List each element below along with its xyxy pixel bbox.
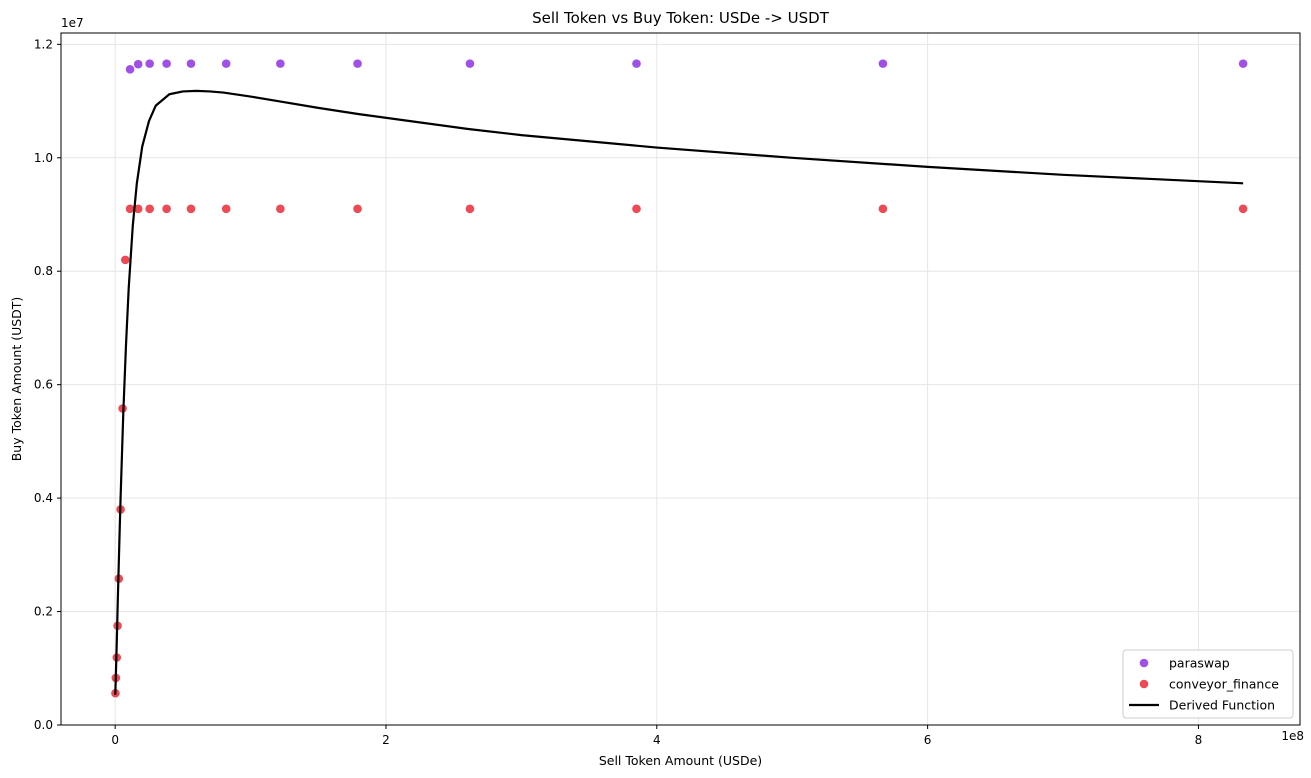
- y-tick-label: 0.4: [34, 491, 53, 505]
- conveyor-finance-point: [465, 204, 475, 214]
- x-axis-title: Sell Token Amount (USDe): [599, 753, 762, 768]
- paraswap-point: [878, 59, 888, 68]
- y-tick-label: 1.2: [34, 37, 53, 51]
- legend-marker-swatch: [1139, 679, 1149, 689]
- conveyor-finance-point: [145, 204, 154, 214]
- axis-ticks: 0 2 4 6 8 0.0 0.2 0.4 0.6 0.8 1.0 1.2: [34, 37, 1202, 747]
- paraswap-point: [145, 59, 154, 68]
- y-axis-offset-label: 1e7: [61, 16, 84, 30]
- paraswap-point: [353, 59, 362, 68]
- conveyor-finance-point: [186, 204, 196, 214]
- paraswap-point: [125, 65, 135, 74]
- plot-series: [111, 59, 1248, 698]
- y-axis-title: Buy Token Amount (USDT): [9, 297, 24, 462]
- conveyor-finance-point: [221, 204, 231, 214]
- x-tick-label: 8: [1195, 733, 1203, 747]
- y-tick-label: 0.6: [34, 378, 53, 392]
- chart-title: Sell Token vs Buy Token: USDe -> USDT: [532, 9, 830, 27]
- paraswap-point: [133, 59, 143, 69]
- legend-box: [1122, 649, 1294, 719]
- paraswap-point: [186, 59, 196, 68]
- paraswap-point: [465, 59, 475, 68]
- conveyor-finance-point: [121, 255, 130, 265]
- conveyor-finance-point: [632, 204, 641, 214]
- conveyor-finance-point: [276, 204, 285, 214]
- y-tick-label: 0.0: [34, 718, 53, 732]
- conveyor-finance-point: [353, 204, 362, 214]
- conveyor-finance-point: [878, 204, 888, 214]
- legend-label: conveyor_finance: [1169, 677, 1279, 692]
- legend-label: paraswap: [1169, 656, 1230, 671]
- y-tick-label: 0.8: [34, 264, 53, 278]
- paraswap-point: [276, 59, 285, 68]
- plot-frame: [60, 32, 1301, 726]
- paraswap-point: [1238, 59, 1248, 68]
- legend-label: Derived Function: [1169, 698, 1275, 713]
- x-tick-label: 4: [653, 733, 661, 747]
- conveyor-finance-point: [162, 204, 171, 214]
- paraswap-point: [221, 59, 231, 68]
- series-paraswap: [125, 59, 1248, 74]
- x-tick-label: 6: [924, 733, 932, 747]
- x-tick-label: 2: [382, 733, 390, 747]
- conveyor-finance-point: [133, 204, 143, 214]
- derived-function-line: [114, 89, 1244, 695]
- x-axis-offset-label: 1e8: [1281, 729, 1304, 743]
- y-tick-label: 0.2: [34, 605, 53, 619]
- x-tick-label: 0: [111, 733, 119, 747]
- paraswap-point: [162, 59, 171, 68]
- legend: paraswap conveyor_finance Derived Function: [1122, 649, 1294, 719]
- legend-marker-swatch: [1139, 658, 1149, 668]
- y-tick-label: 1.0: [34, 151, 53, 165]
- paraswap-point: [632, 59, 641, 68]
- conveyor-finance-point: [125, 204, 135, 214]
- conveyor-finance-point: [1238, 204, 1248, 214]
